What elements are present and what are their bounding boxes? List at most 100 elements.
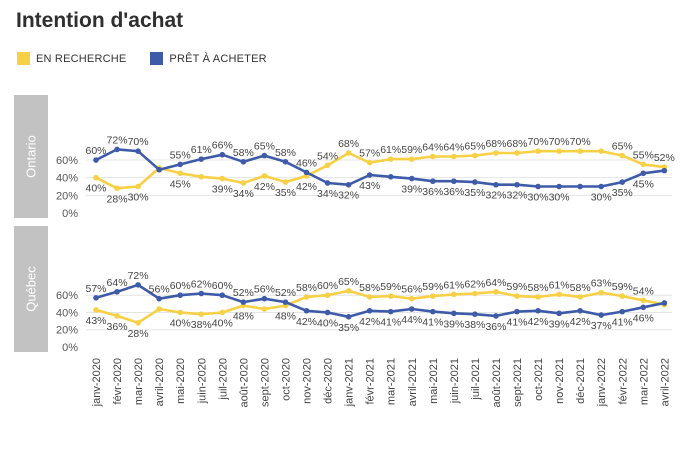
x-tick-label: mai-2021 xyxy=(428,358,440,404)
data-point-pret xyxy=(451,178,457,185)
x-tick-label: juin-2021 xyxy=(449,358,461,404)
data-point-pret xyxy=(556,183,562,190)
data-point-pret xyxy=(577,307,583,314)
data-point-recherche xyxy=(114,313,120,319)
data-label-pret: 52% xyxy=(233,287,254,299)
data-label-pret: 56% xyxy=(149,284,170,296)
y-tick-label: 60% xyxy=(56,290,78,302)
data-point-recherche xyxy=(640,297,647,304)
data-label-recherche: 54% xyxy=(317,150,338,162)
data-label-pret: 52% xyxy=(275,287,296,299)
x-tick-label: oct-2020 xyxy=(280,358,292,401)
data-label-pret: 72% xyxy=(107,134,128,146)
data-label-pret: 66% xyxy=(212,140,233,152)
data-point-recherche xyxy=(219,175,226,182)
data-label-recherche: 61% xyxy=(443,279,464,291)
data-label-recherche: 42% xyxy=(254,181,275,193)
data-point-recherche xyxy=(472,152,478,159)
data-label-pret: 30% xyxy=(549,192,570,204)
data-label-recherche: 59% xyxy=(380,281,401,293)
data-point-pret xyxy=(282,299,289,305)
panel-label-1: Québec xyxy=(24,266,39,312)
data-point-pret xyxy=(640,304,647,311)
data-point-pret xyxy=(661,300,668,306)
data-label-pret: 41% xyxy=(506,317,527,329)
data-label-recherche: 65% xyxy=(464,141,485,153)
data-point-recherche xyxy=(451,153,457,160)
y-tick-label: 40% xyxy=(56,173,78,185)
data-point-pret xyxy=(93,157,99,163)
x-tick-label: déc-2020 xyxy=(323,358,335,404)
x-tick-label: août-2020 xyxy=(238,358,250,408)
data-point-recherche xyxy=(324,292,331,299)
data-point-recherche xyxy=(198,173,205,180)
data-label-recherche: 34% xyxy=(233,188,254,200)
data-label-pret: 38% xyxy=(464,319,485,331)
data-point-pret xyxy=(556,310,562,317)
data-point-recherche xyxy=(387,293,394,299)
data-label-pret: 32% xyxy=(506,190,527,202)
data-label-pret: 34% xyxy=(317,188,338,200)
data-label-recherche: 54% xyxy=(633,285,654,297)
y-tick-label: 20% xyxy=(56,190,78,202)
data-point-pret xyxy=(535,307,541,314)
data-point-pret xyxy=(366,307,373,314)
data-label-recherche: 64% xyxy=(422,141,443,153)
data-label-recherche: 30% xyxy=(128,192,149,204)
data-label-pret: 39% xyxy=(549,318,570,330)
y-tick-label: 60% xyxy=(56,155,78,167)
data-point-recherche xyxy=(93,307,99,313)
data-label-pret: 61% xyxy=(191,144,212,156)
data-label-pret: 44% xyxy=(401,314,422,326)
data-label-pret: 30% xyxy=(591,192,612,204)
x-tick-label: juin-2020 xyxy=(196,358,208,404)
data-point-pret xyxy=(430,308,436,315)
panel-strip-0 xyxy=(14,95,48,218)
data-point-recherche xyxy=(556,291,562,298)
data-point-pret xyxy=(324,309,331,316)
data-label-pret: 64% xyxy=(107,277,128,289)
x-tick-label: avril-2021 xyxy=(407,358,419,406)
data-point-pret xyxy=(514,308,520,315)
data-point-pret xyxy=(93,295,99,301)
data-point-pret xyxy=(156,295,162,302)
x-tick-label: févr-2020 xyxy=(112,358,124,404)
x-tick-label: avril-2022 xyxy=(659,358,671,406)
data-point-recherche xyxy=(619,293,626,299)
series-line-recherche xyxy=(94,289,666,325)
data-point-pret xyxy=(408,175,415,182)
data-point-recherche xyxy=(366,294,373,300)
data-point-recherche xyxy=(219,309,226,316)
data-label-pret: 32% xyxy=(338,190,359,202)
data-label-recherche: 70% xyxy=(528,136,549,148)
data-point-pret xyxy=(430,178,436,185)
data-point-pret xyxy=(198,290,205,297)
data-point-pret xyxy=(135,282,141,288)
data-label-recherche: 59% xyxy=(401,144,422,156)
data-label-pret: 35% xyxy=(338,322,359,334)
data-point-recherche xyxy=(577,148,583,154)
data-label-pret: 36% xyxy=(422,186,443,198)
x-tick-label: mar-2022 xyxy=(638,358,650,405)
data-point-pret xyxy=(577,183,583,190)
data-label-pret: 46% xyxy=(633,312,654,324)
data-point-pret xyxy=(661,167,668,174)
data-point-pret xyxy=(472,311,478,318)
data-point-pret xyxy=(387,308,394,315)
series-line-pret xyxy=(94,283,666,319)
data-label-recherche: 59% xyxy=(612,281,633,293)
data-point-recherche xyxy=(430,153,436,160)
data-label-recherche: 35% xyxy=(275,187,296,199)
y-tick-label: 40% xyxy=(56,307,78,319)
data-point-pret xyxy=(598,312,604,318)
data-label-recherche: 68% xyxy=(506,138,527,150)
data-point-pret xyxy=(135,148,141,154)
data-label-recherche: 28% xyxy=(128,328,149,340)
data-point-recherche xyxy=(535,294,541,300)
series-line-pret xyxy=(94,148,666,188)
data-point-recherche xyxy=(556,148,562,154)
data-point-recherche xyxy=(493,288,499,295)
data-point-recherche xyxy=(535,148,541,154)
data-point-pret xyxy=(219,292,226,299)
data-point-pret xyxy=(535,183,541,190)
